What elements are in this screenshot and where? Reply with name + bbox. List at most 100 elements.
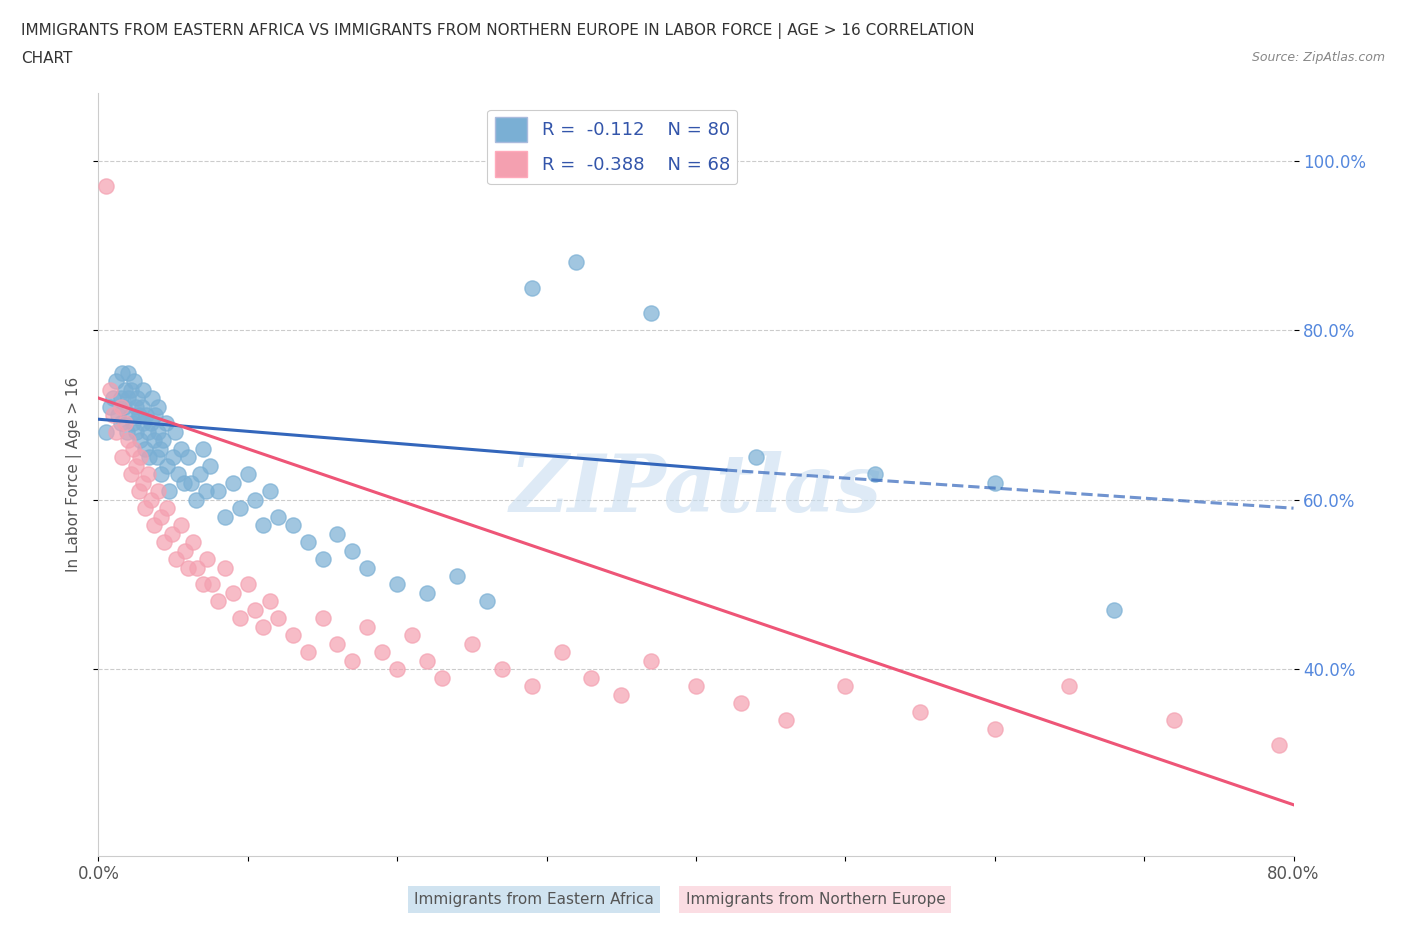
Point bbox=[173, 475, 195, 490]
Point bbox=[550, 644, 572, 659]
Point bbox=[259, 594, 281, 609]
Point bbox=[195, 484, 218, 498]
Y-axis label: In Labor Force | Age > 16: In Labor Force | Age > 16 bbox=[66, 377, 83, 572]
Point bbox=[475, 594, 498, 609]
Point bbox=[222, 586, 245, 601]
Point bbox=[385, 662, 409, 677]
Point bbox=[114, 382, 136, 397]
Point bbox=[197, 551, 219, 566]
Point bbox=[110, 416, 132, 431]
Point bbox=[297, 535, 319, 550]
Point bbox=[111, 450, 134, 465]
Point bbox=[342, 543, 364, 558]
Point bbox=[124, 374, 146, 389]
Point bbox=[201, 577, 224, 591]
Point bbox=[111, 365, 134, 380]
Point bbox=[150, 467, 173, 482]
Point bbox=[281, 628, 304, 643]
Point bbox=[127, 391, 149, 405]
Point bbox=[141, 391, 163, 405]
Point bbox=[326, 636, 349, 651]
Point bbox=[120, 382, 142, 397]
Point bbox=[115, 424, 138, 439]
Point bbox=[98, 382, 122, 397]
Point bbox=[156, 500, 179, 515]
Point bbox=[200, 458, 222, 473]
Point bbox=[142, 518, 165, 533]
Point bbox=[401, 628, 423, 643]
Point bbox=[148, 424, 170, 439]
Point bbox=[134, 500, 156, 515]
Point bbox=[103, 407, 125, 422]
Point bbox=[984, 721, 1007, 736]
Point bbox=[640, 653, 662, 668]
Point bbox=[165, 551, 187, 566]
Point bbox=[152, 433, 174, 448]
Text: IMMIGRANTS FROM EASTERN AFRICA VS IMMIGRANTS FROM NORTHERN EUROPE IN LABOR FORCE: IMMIGRANTS FROM EASTERN AFRICA VS IMMIGR… bbox=[21, 23, 974, 39]
Point bbox=[94, 424, 117, 439]
Point bbox=[103, 391, 125, 405]
Point bbox=[281, 518, 304, 533]
Point bbox=[229, 611, 252, 626]
Point bbox=[107, 407, 129, 422]
Point bbox=[128, 484, 150, 498]
Point bbox=[136, 424, 159, 439]
Point bbox=[222, 475, 245, 490]
Point bbox=[120, 407, 142, 422]
Point bbox=[342, 653, 364, 668]
Point bbox=[385, 577, 409, 591]
Point bbox=[685, 679, 707, 694]
Point bbox=[150, 510, 173, 525]
Point bbox=[245, 492, 267, 507]
Text: ZIPatlas: ZIPatlas bbox=[510, 451, 882, 528]
Point bbox=[610, 687, 633, 702]
Point bbox=[110, 399, 132, 414]
Point bbox=[112, 399, 135, 414]
Point bbox=[125, 399, 148, 414]
Point bbox=[640, 306, 662, 321]
Point bbox=[207, 484, 229, 498]
Point bbox=[1059, 679, 1081, 694]
Point bbox=[356, 560, 378, 575]
Text: CHART: CHART bbox=[21, 51, 73, 66]
Point bbox=[259, 484, 281, 498]
Point bbox=[149, 442, 172, 457]
Point bbox=[121, 442, 143, 457]
Point bbox=[311, 611, 333, 626]
Point bbox=[356, 619, 378, 634]
Point bbox=[191, 577, 214, 591]
Point bbox=[491, 662, 513, 677]
Point bbox=[110, 391, 132, 405]
Point bbox=[114, 416, 136, 431]
Point bbox=[207, 594, 229, 609]
Point bbox=[214, 510, 236, 525]
Point bbox=[177, 450, 200, 465]
Point bbox=[148, 484, 170, 498]
Text: Source: ZipAtlas.com: Source: ZipAtlas.com bbox=[1251, 51, 1385, 64]
Point bbox=[139, 492, 162, 507]
Legend: R =  -0.112    N = 80, R =  -0.388    N = 68: R = -0.112 N = 80, R = -0.388 N = 68 bbox=[488, 110, 737, 184]
Point bbox=[105, 424, 128, 439]
Point bbox=[229, 500, 252, 515]
Point bbox=[94, 179, 117, 193]
Point bbox=[153, 535, 176, 550]
Point bbox=[129, 433, 152, 448]
Point bbox=[267, 611, 290, 626]
Point bbox=[135, 407, 157, 422]
Point bbox=[162, 450, 184, 465]
Point bbox=[730, 696, 752, 711]
Point bbox=[160, 526, 183, 541]
Point bbox=[1267, 738, 1289, 753]
Point bbox=[169, 442, 191, 457]
Point bbox=[565, 255, 588, 270]
Point bbox=[267, 510, 290, 525]
Point bbox=[169, 518, 191, 533]
Point bbox=[865, 467, 887, 482]
Point bbox=[139, 416, 162, 431]
Point bbox=[908, 704, 931, 719]
Point bbox=[163, 424, 186, 439]
Point bbox=[775, 712, 797, 727]
Point bbox=[155, 416, 177, 431]
Point bbox=[311, 551, 333, 566]
Text: Immigrants from Northern Europe: Immigrants from Northern Europe bbox=[686, 892, 945, 907]
